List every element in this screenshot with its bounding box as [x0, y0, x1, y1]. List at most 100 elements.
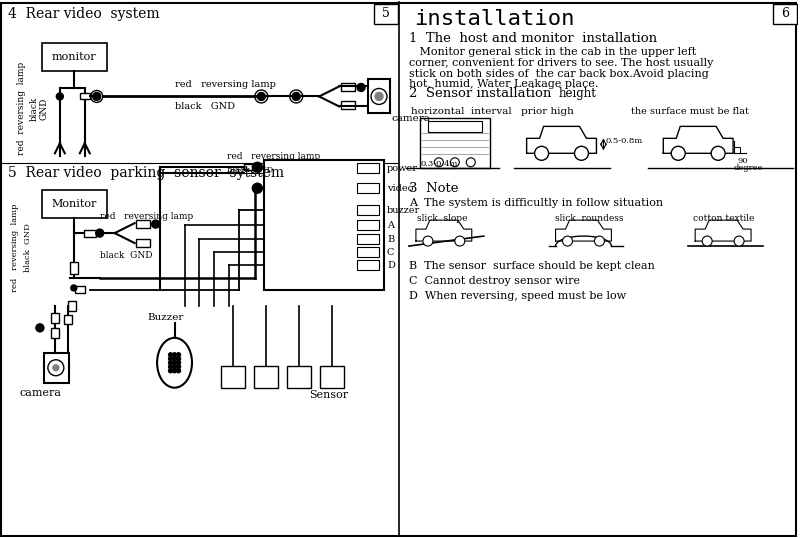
- Bar: [341, 102, 355, 109]
- Circle shape: [450, 158, 459, 167]
- Text: D  When reversing, speed must be low: D When reversing, speed must be low: [409, 291, 626, 301]
- Text: 0.5-0.8m: 0.5-0.8m: [606, 137, 642, 145]
- Bar: [773, 4, 797, 24]
- Circle shape: [53, 365, 59, 371]
- Text: 6: 6: [781, 7, 789, 20]
- Circle shape: [173, 365, 177, 369]
- Text: red   reversing lamp: red reversing lamp: [227, 152, 321, 161]
- Text: D: D: [387, 260, 395, 270]
- Text: 5: 5: [382, 7, 390, 20]
- Text: Monitor: Monitor: [51, 199, 97, 209]
- Circle shape: [671, 146, 686, 160]
- Circle shape: [177, 353, 181, 357]
- Text: slick  slope: slick slope: [417, 214, 467, 223]
- Text: 3  Note: 3 Note: [409, 182, 458, 195]
- Bar: [357, 234, 379, 244]
- Circle shape: [71, 285, 77, 291]
- Circle shape: [574, 146, 589, 160]
- Text: monitor: monitor: [51, 52, 96, 61]
- Text: 4  Rear video  system: 4 Rear video system: [8, 6, 160, 20]
- Bar: [51, 313, 59, 323]
- Circle shape: [173, 361, 177, 365]
- Text: degree: degree: [734, 164, 763, 172]
- Text: horizontal  interval: horizontal interval: [411, 107, 512, 116]
- Circle shape: [48, 360, 64, 376]
- Circle shape: [371, 88, 387, 104]
- Text: black   GND: black GND: [174, 102, 234, 111]
- Circle shape: [177, 357, 181, 361]
- Bar: [357, 205, 379, 215]
- Circle shape: [455, 236, 465, 246]
- Circle shape: [96, 229, 104, 237]
- Circle shape: [711, 146, 725, 160]
- Circle shape: [734, 236, 744, 246]
- Text: video: video: [387, 183, 414, 193]
- Text: C: C: [387, 247, 394, 257]
- Text: buzzer: buzzer: [387, 206, 420, 215]
- Bar: [368, 80, 390, 114]
- Bar: [44, 353, 69, 383]
- Circle shape: [702, 236, 712, 246]
- Text: 2  Sensor installation: 2 Sensor installation: [409, 87, 551, 100]
- Bar: [75, 286, 85, 293]
- Bar: [287, 366, 311, 388]
- Circle shape: [252, 162, 262, 172]
- Circle shape: [173, 357, 177, 361]
- Circle shape: [56, 93, 63, 100]
- Text: red   reversing lamp: red reversing lamp: [174, 80, 275, 89]
- Bar: [357, 260, 379, 270]
- Text: camera: camera: [20, 388, 62, 398]
- Text: power: power: [387, 164, 418, 173]
- Text: C  Cannot destroy sensor wire: C Cannot destroy sensor wire: [409, 276, 580, 286]
- Bar: [357, 247, 379, 257]
- Circle shape: [177, 361, 181, 365]
- Text: prior high: prior high: [521, 107, 574, 116]
- Text: A  The system is difficultly in follow situation: A The system is difficultly in follow si…: [409, 198, 663, 208]
- Text: slick  roundess: slick roundess: [554, 214, 623, 223]
- Circle shape: [177, 365, 181, 369]
- Bar: [51, 328, 59, 338]
- Bar: [320, 366, 344, 388]
- Circle shape: [292, 93, 300, 101]
- Text: hot, humid, Water Leakage place.: hot, humid, Water Leakage place.: [409, 80, 598, 89]
- Text: B: B: [387, 235, 394, 244]
- Circle shape: [93, 93, 101, 101]
- Circle shape: [36, 324, 44, 332]
- Text: red  reversing  lamp: red reversing lamp: [18, 62, 26, 155]
- Bar: [264, 160, 384, 290]
- Bar: [42, 190, 106, 218]
- Circle shape: [562, 236, 573, 246]
- Bar: [222, 366, 246, 388]
- Text: 0.3-0.4m: 0.3-0.4m: [421, 160, 458, 168]
- Text: black: black: [30, 96, 38, 121]
- Text: 90: 90: [737, 157, 748, 165]
- Circle shape: [466, 158, 475, 167]
- Circle shape: [169, 365, 173, 369]
- Text: black  GND: black GND: [100, 251, 152, 259]
- Bar: [70, 262, 78, 274]
- Bar: [84, 230, 96, 237]
- Bar: [64, 315, 72, 324]
- Text: black  GND: black GND: [24, 224, 32, 272]
- Circle shape: [423, 236, 433, 246]
- Bar: [42, 43, 106, 70]
- Bar: [68, 301, 76, 311]
- Circle shape: [173, 353, 177, 357]
- Bar: [374, 4, 398, 24]
- Text: GND: GND: [39, 97, 48, 119]
- Text: the surface must be flat: the surface must be flat: [631, 107, 750, 116]
- Bar: [136, 239, 150, 247]
- Circle shape: [169, 361, 173, 365]
- Text: cotton textile: cotton textile: [693, 214, 754, 223]
- Bar: [420, 118, 490, 168]
- Text: installation: installation: [414, 9, 574, 29]
- Bar: [244, 164, 254, 170]
- Text: A: A: [387, 221, 394, 230]
- Text: black GND: black GND: [227, 166, 274, 174]
- Circle shape: [594, 236, 605, 246]
- Circle shape: [177, 369, 181, 373]
- Circle shape: [169, 369, 173, 373]
- Circle shape: [375, 93, 383, 101]
- Circle shape: [534, 146, 549, 160]
- Bar: [357, 220, 379, 230]
